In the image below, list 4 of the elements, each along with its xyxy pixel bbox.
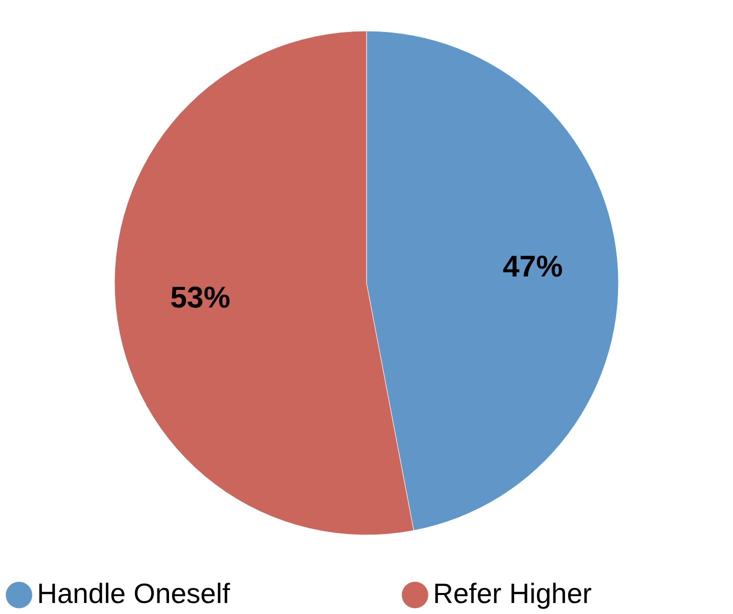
data-label: 47% xyxy=(502,250,563,284)
legend-label: Handle Oneself xyxy=(37,578,230,609)
data-label: 53% xyxy=(170,282,230,315)
legend-label: Refer Higher xyxy=(433,578,592,609)
